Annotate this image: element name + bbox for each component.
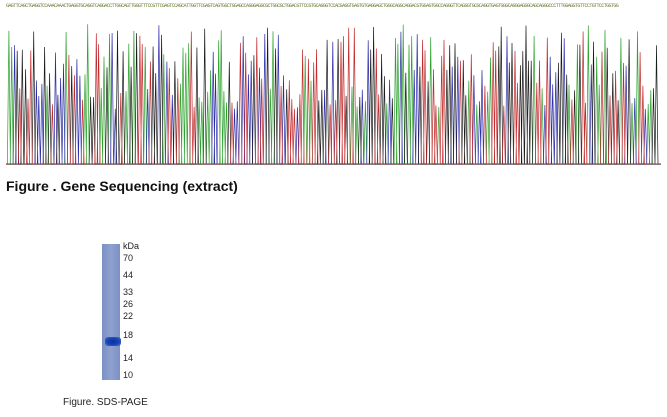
sds-page-caption: Figure. SDS-PAGE [63, 397, 148, 408]
gel-lane [102, 244, 121, 380]
marker-label-70: 70 [123, 253, 134, 263]
kda-unit-label: kDa [123, 241, 140, 251]
marker-label-26: 26 [123, 299, 134, 309]
marker-label-44: 44 [123, 270, 134, 280]
sequence-header-text: GAGTTCAGCTGAGGTCCAAACAAACTGAGGTGCAGGTCAG… [6, 3, 619, 9]
sds-page-gel: kDa 70 44 33 26 22 18 14 10 [100, 240, 180, 385]
marker-label-10: 10 [123, 370, 134, 380]
marker-label-18: 18 [123, 330, 134, 340]
marker-label-33: 33 [123, 287, 134, 297]
trace-plot [6, 24, 661, 165]
sequencing-chromatogram: GAGTTCAGCTGAGGTCCAAACAAACTGAGGTGCAGGTCAG… [6, 2, 661, 168]
marker-label-14: 14 [123, 353, 134, 363]
marker-label-22: 22 [123, 311, 134, 321]
trace-t [6, 27, 661, 165]
protein-band [105, 337, 121, 347]
sequencing-figure-title: Figure . Gene Sequencing (extract) [6, 178, 238, 194]
